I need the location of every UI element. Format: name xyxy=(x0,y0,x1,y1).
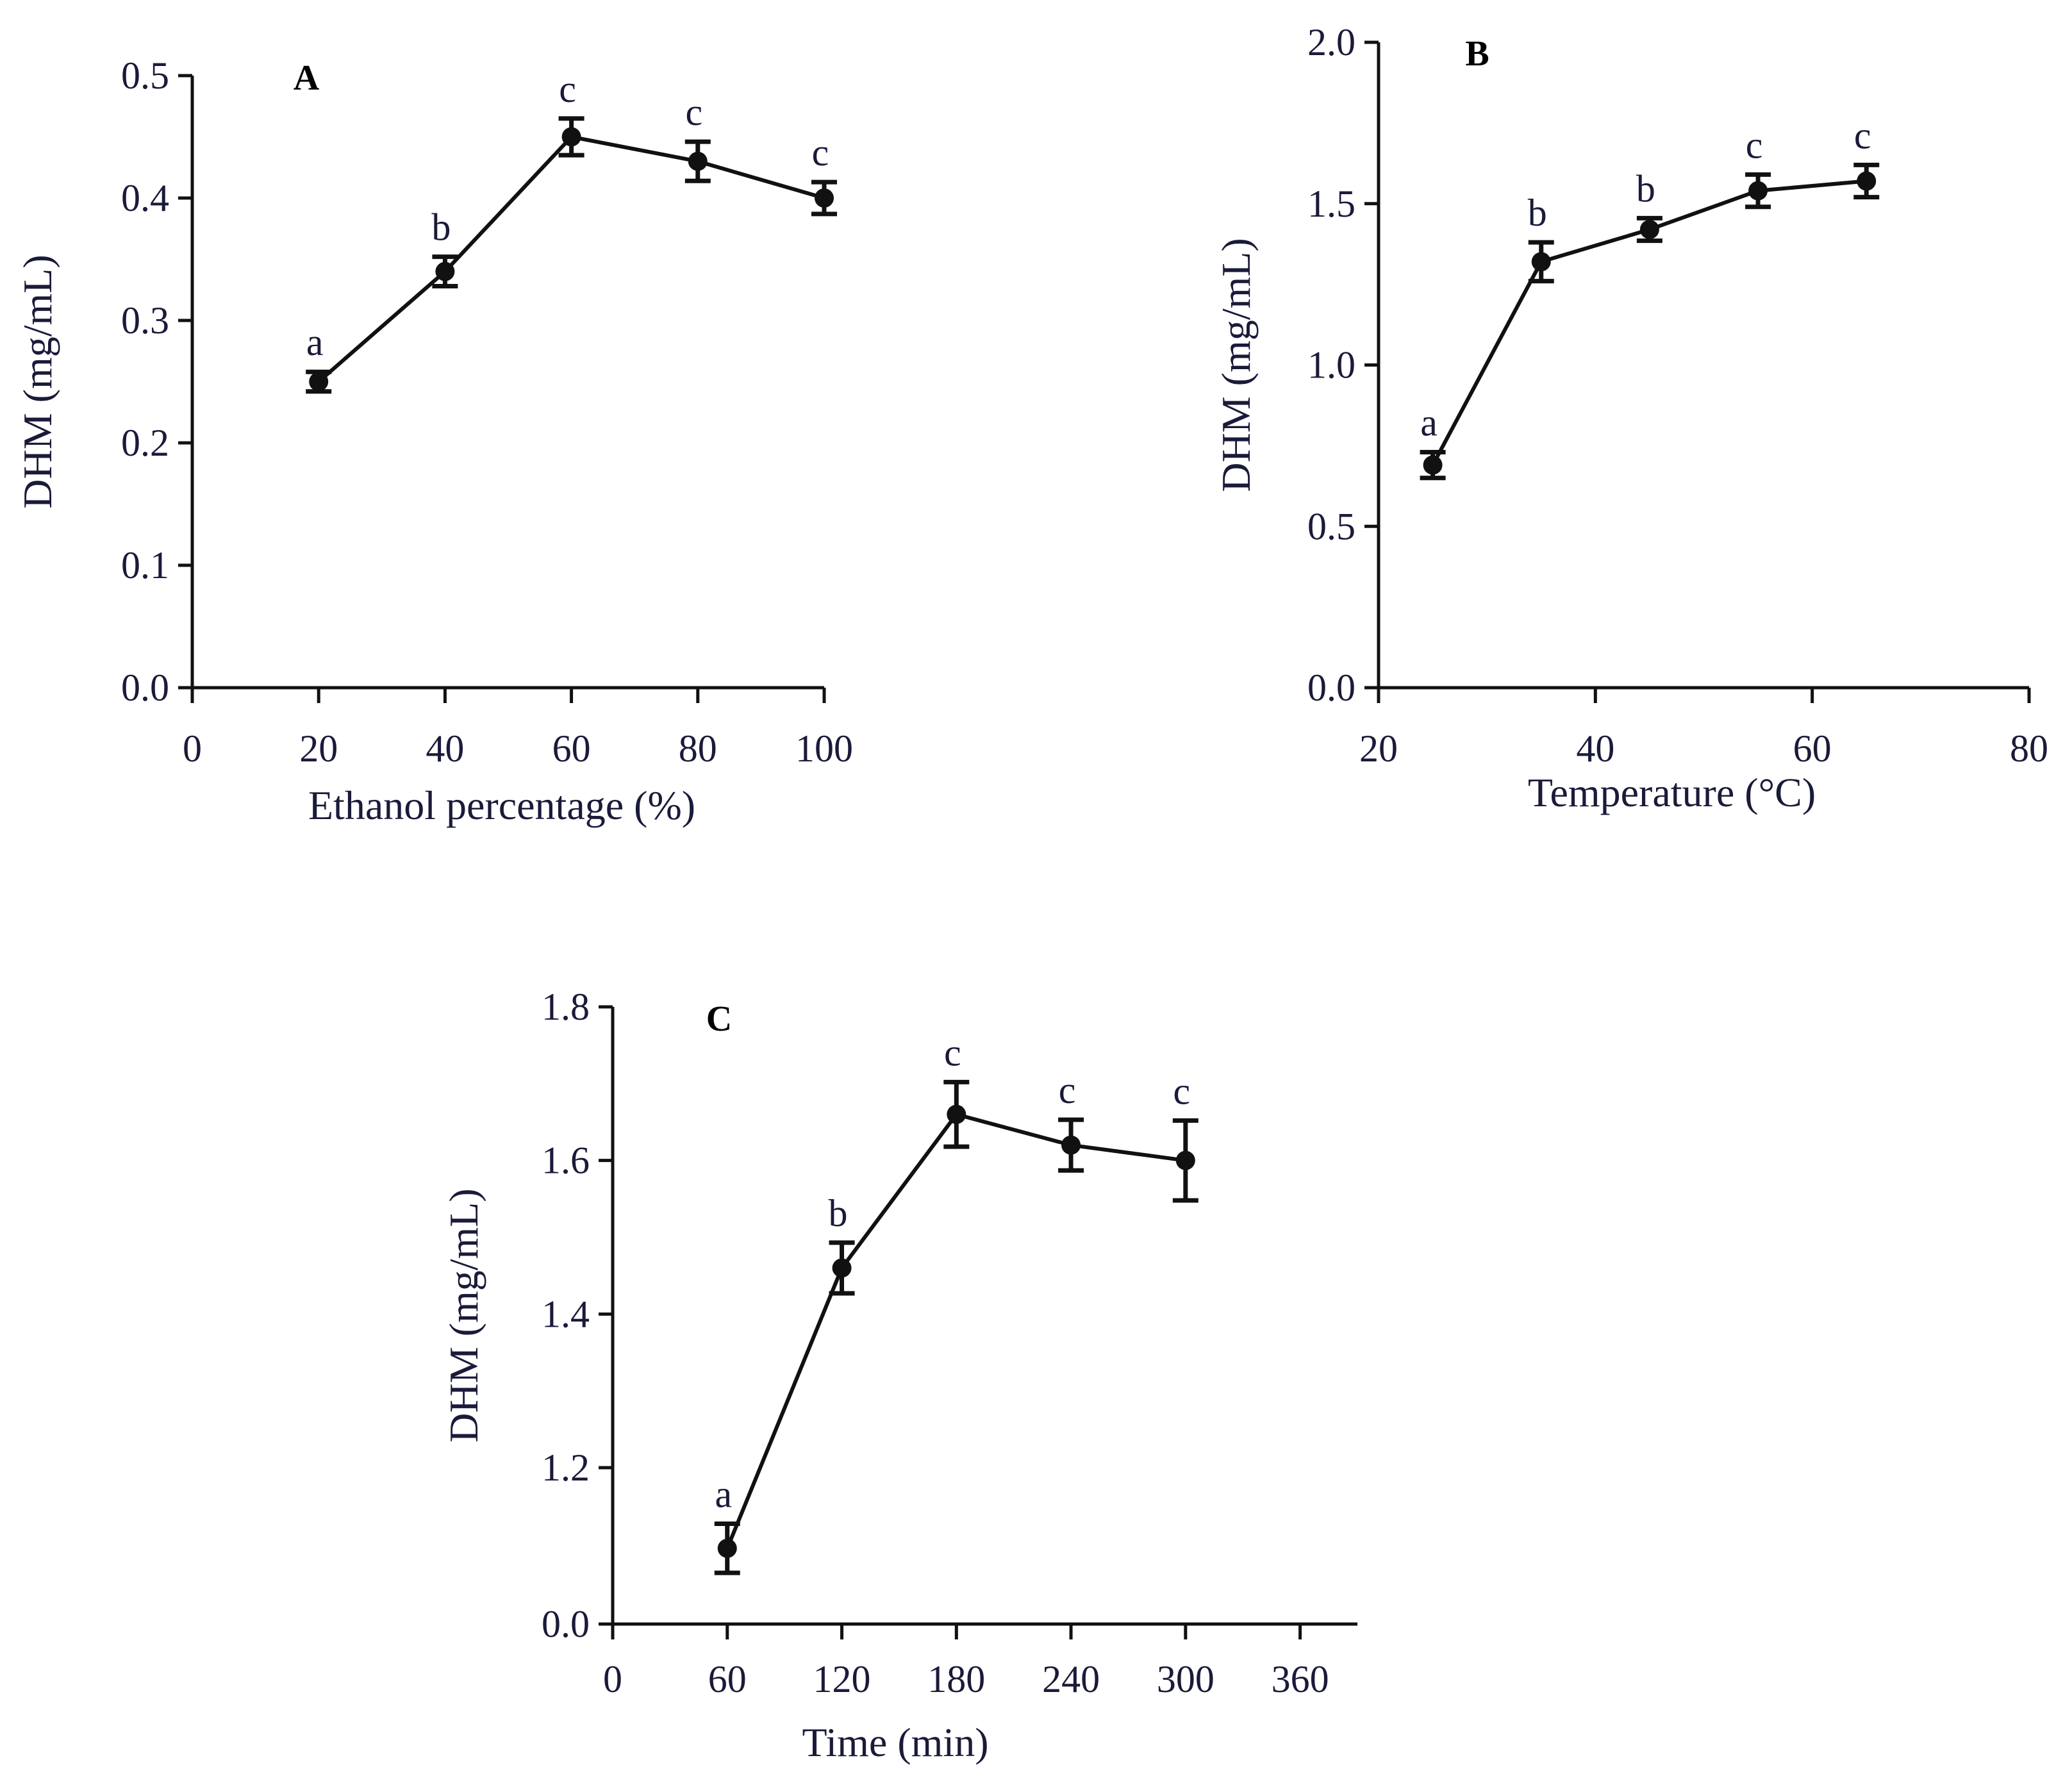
y-axis-title: DHM (mg/mL) xyxy=(441,1188,486,1442)
y-tick-label: 1.5 xyxy=(1307,183,1355,225)
y-tick-label: 1.6 xyxy=(542,1140,590,1182)
data-point xyxy=(1531,252,1551,272)
y-tick-label: 1.4 xyxy=(542,1293,590,1335)
y-axis-title: DHM (mg/mL) xyxy=(1213,238,1259,492)
data-point xyxy=(1857,171,1877,191)
y-tick-label: 0.2 xyxy=(121,422,169,464)
significance-label: a xyxy=(1420,401,1438,444)
significance-label: c xyxy=(1059,1069,1076,1111)
x-tick-label: 100 xyxy=(795,727,853,770)
x-tick-label: 180 xyxy=(927,1658,985,1700)
x-tick-label: 60 xyxy=(1793,727,1832,770)
x-axis-title: Ethanol percentage (%) xyxy=(308,783,695,828)
data-point xyxy=(1748,181,1768,201)
significance-label: a xyxy=(715,1473,732,1515)
data-point xyxy=(947,1104,966,1124)
y-tick-label: 2.0 xyxy=(1307,21,1355,63)
data-point xyxy=(561,127,581,147)
y-axis-title: DHM (mg/mL) xyxy=(15,254,60,508)
y-tick-label: 0.3 xyxy=(121,299,169,342)
panel-label: C xyxy=(706,999,732,1039)
significance-label: b xyxy=(829,1192,848,1234)
y-tick-label: 1.0 xyxy=(1307,344,1355,386)
data-point xyxy=(1061,1135,1081,1155)
panel-label: B xyxy=(1465,34,1489,74)
significance-label: c xyxy=(559,68,576,110)
data-point xyxy=(815,188,834,208)
x-tick-label: 60 xyxy=(708,1658,747,1700)
significance-label: c xyxy=(812,131,829,174)
x-tick-label: 240 xyxy=(1042,1658,1100,1700)
significance-label: c xyxy=(944,1031,961,1074)
y-tick-label: 0.0 xyxy=(542,1603,590,1645)
x-tick-label: 40 xyxy=(1576,727,1614,770)
panel-label: A xyxy=(294,58,320,98)
y-tick-label: 0.5 xyxy=(121,54,169,97)
y-tick-label: 1.8 xyxy=(542,986,590,1028)
significance-label: b xyxy=(431,206,451,249)
x-tick-label: 0 xyxy=(183,727,202,770)
x-tick-label: 40 xyxy=(426,727,464,770)
x-axis-title: Time (min) xyxy=(802,1720,989,1765)
panel-c: 0.0 1.2 1.4 1.6 1.8 0 60 120 180 240 300 360 Time (m… xyxy=(441,986,1357,1765)
y-tick-label: 1.2 xyxy=(542,1447,590,1489)
significance-label: c xyxy=(1854,114,1871,156)
data-point xyxy=(435,261,455,281)
x-tick-label: 80 xyxy=(679,727,717,770)
panel-b: 0.0 0.5 1.0 1.5 2.0 20 40 60 80 Temperature (°C) D… xyxy=(1213,21,2048,815)
data-point xyxy=(1639,220,1659,240)
data-point xyxy=(717,1538,737,1558)
significance-label: b xyxy=(1528,192,1547,234)
significance-label: a xyxy=(306,321,324,363)
x-tick-label: 60 xyxy=(552,727,591,770)
panel-a: 0.0 0.1 0.2 0.3 0.4 0.5 0 20 40 60 80 100 Ethanol pe… xyxy=(15,54,853,828)
x-tick-label: 80 xyxy=(2010,727,2048,770)
data-point xyxy=(688,151,708,171)
significance-label: b xyxy=(1636,167,1655,210)
y-tick-label: 0.0 xyxy=(1307,667,1355,709)
significance-label: c xyxy=(1173,1070,1191,1112)
y-tick-label: 0.4 xyxy=(121,177,169,219)
series-line xyxy=(317,135,825,383)
x-tick-label: 0 xyxy=(603,1658,622,1700)
y-tick-label: 0.5 xyxy=(1307,505,1355,547)
x-tick-label: 300 xyxy=(1157,1658,1214,1700)
y-tick-label: 0.1 xyxy=(121,544,169,586)
significance-label: c xyxy=(1746,124,1763,166)
series-line xyxy=(725,1112,1186,1549)
x-tick-label: 20 xyxy=(1359,727,1398,770)
data-point xyxy=(309,372,329,392)
data-point xyxy=(1175,1150,1195,1170)
significance-label: c xyxy=(685,91,702,133)
y-tick-label: 0.0 xyxy=(121,667,169,709)
data-point xyxy=(832,1258,852,1278)
data-point xyxy=(1423,455,1443,475)
x-tick-label: 360 xyxy=(1272,1658,1329,1700)
x-axis-title: Temperature (°C) xyxy=(1528,770,1816,815)
x-tick-label: 120 xyxy=(813,1658,871,1700)
x-tick-label: 20 xyxy=(299,727,338,770)
